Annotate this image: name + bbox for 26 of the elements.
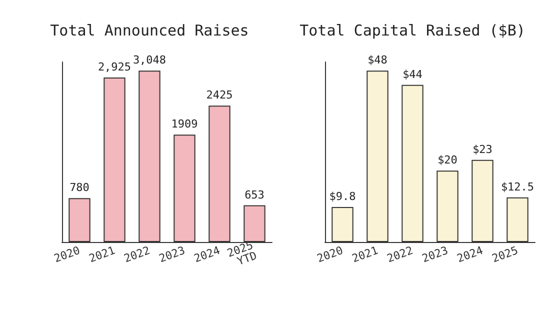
data-label: 653 bbox=[244, 188, 264, 202]
x-tick-label: 2020 bbox=[52, 244, 82, 266]
chart-title: Total Capital Raised ($B) bbox=[300, 22, 526, 40]
x-tick-label: 2024 bbox=[192, 244, 222, 266]
data-label: $12.5 bbox=[500, 180, 534, 194]
data-label: $48 bbox=[368, 54, 388, 67]
x-tick-label: 2023 bbox=[420, 244, 450, 266]
x-tick-label: 2023 bbox=[157, 244, 187, 266]
data-label: 1909 bbox=[171, 118, 198, 131]
data-label: 2425 bbox=[206, 88, 233, 102]
x-tick-label: 2024 bbox=[455, 244, 486, 266]
data-label: $20 bbox=[438, 154, 458, 167]
data-label: $44 bbox=[402, 68, 423, 81]
x-tick-label: 2021 bbox=[87, 244, 117, 266]
x-tick-label: 2021 bbox=[350, 244, 380, 266]
x-tick-label: 2025 YTD bbox=[225, 238, 259, 268]
x-tick-label: 2025 bbox=[490, 244, 520, 266]
data-label: 780 bbox=[70, 181, 90, 194]
x-tick-label: 2022 bbox=[385, 244, 415, 266]
chart-title: Total Announced Raises bbox=[50, 22, 249, 40]
data-label: $23 bbox=[472, 142, 492, 156]
data-label: 2,925 bbox=[98, 60, 132, 74]
x-tick-label: 2020 bbox=[315, 244, 345, 266]
data-label: 3,048 bbox=[132, 54, 166, 67]
x-tick-label: 2022 bbox=[122, 244, 152, 266]
data-label: $9.8 bbox=[329, 190, 356, 203]
